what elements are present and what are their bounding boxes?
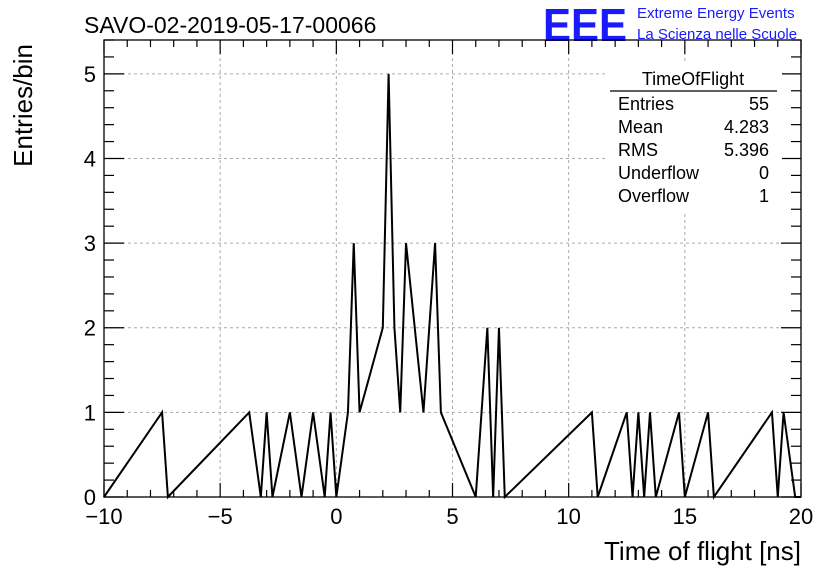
x-tick-labels: −10 −5 0 5 10 15 20 — [85, 504, 813, 529]
stats-box-background — [607, 64, 782, 214]
histogram-bin — [365, 412, 371, 497]
y-tick-label: 2 — [84, 316, 96, 341]
y-tick-label: 1 — [84, 400, 96, 425]
histogram-bin — [371, 412, 377, 497]
x-tick-label: −10 — [85, 504, 122, 529]
eee-logo: EEE Extreme Energy Events La Scienza nel… — [543, 0, 797, 51]
stats-row-value: 4.283 — [724, 117, 769, 137]
y-axis-label: Entries/bin — [8, 44, 38, 167]
histogram-outline — [103, 73, 801, 500]
histogram-bin — [400, 412, 406, 497]
stats-row-label: Overflow — [618, 186, 690, 206]
eee-logo-mark: EEE — [543, 0, 627, 51]
histogram-bin — [412, 243, 418, 497]
stats-row-label: Underflow — [618, 163, 700, 183]
grid-lines — [104, 40, 801, 497]
x-tick-label: 0 — [330, 504, 342, 529]
eee-logo-line2: La Scienza nelle Scuole — [637, 26, 797, 43]
x-tick-label: 10 — [556, 504, 580, 529]
histogram-bin — [348, 412, 354, 497]
eee-logo-line1: Extreme Energy Events — [637, 5, 795, 22]
x-axis-label: Time of flight [ns] — [604, 536, 801, 566]
axis-ticks — [103, 39, 802, 498]
stats-row-label: Mean — [618, 117, 663, 137]
x-tick-label: −5 — [208, 504, 233, 529]
histogram-bars — [103, 73, 801, 500]
chart-title: SAVO-02-2019-05-17-00066 — [84, 12, 376, 38]
x-tick-label: 15 — [673, 504, 697, 529]
stats-row-value: 5.396 — [724, 140, 769, 160]
stats-row-value: 0 — [759, 163, 769, 183]
stats-row-label: RMS — [618, 140, 658, 160]
x-tick-label: 5 — [446, 504, 458, 529]
y-tick-label: 4 — [84, 146, 96, 171]
x-tick-label: 20 — [789, 504, 813, 529]
y-tick-label: 3 — [84, 231, 96, 256]
histogram-bin — [447, 412, 453, 497]
histogram-bin — [423, 412, 429, 497]
stats-box-title: TimeOfFlight — [642, 69, 744, 89]
stats-rows: Entries 55 Mean 4.283 RMS 5.396 Underflow 0 Over… — [618, 94, 769, 206]
stats-row-label: Entries — [618, 94, 674, 114]
y-tick-label: 5 — [84, 62, 96, 87]
histogram-bin — [360, 412, 366, 497]
stats-row-value: 55 — [749, 94, 769, 114]
histogram-bin — [377, 412, 383, 497]
y-tick-labels: 0 1 2 3 4 5 — [84, 62, 96, 510]
stats-row-value: 1 — [759, 186, 769, 206]
stats-box: TimeOfFlight Entries 55 Mean 4.283 RMS 5.396 U… — [607, 64, 782, 214]
histogram-bin — [406, 243, 412, 497]
histogram-bin — [464, 412, 470, 497]
y-tick-label: 0 — [84, 485, 96, 510]
